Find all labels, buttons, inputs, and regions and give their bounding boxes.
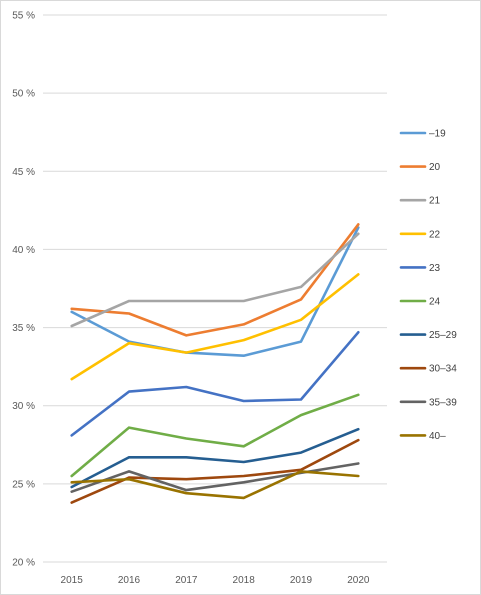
- series-line-5: [70, 330, 360, 437]
- series-lines: [70, 223, 360, 504]
- x-tick-label: 2018: [233, 575, 256, 586]
- legend-label: 35–39: [429, 397, 457, 408]
- x-axis-ticks: 2015 2016 2017 2018 2019 2020: [61, 575, 370, 586]
- series-line-7: [70, 427, 360, 489]
- series-line-2: [70, 223, 360, 337]
- x-tick-label: 2015: [61, 575, 84, 586]
- legend-label: 30–34: [429, 364, 457, 375]
- legend-label: 23: [429, 263, 441, 274]
- legend-label: –19: [429, 129, 446, 140]
- y-tick-label: 40 %: [12, 245, 35, 256]
- series-line-3: [70, 232, 360, 328]
- x-tick-label: 2019: [290, 575, 313, 586]
- series-line-1: [70, 226, 360, 358]
- series-line-8: [70, 438, 360, 504]
- series-line-4: [70, 273, 360, 381]
- y-tick-label: 25 %: [12, 479, 35, 490]
- legend-label: 25–29: [429, 330, 457, 341]
- y-tick-label: 35 %: [12, 323, 35, 334]
- legend-label: 24: [429, 297, 441, 308]
- x-tick-label: 2020: [347, 575, 370, 586]
- legend: –19 20 21 22 23 24 25–29 30–34 35–39 40–: [399, 129, 457, 442]
- legend-label: 20: [429, 162, 441, 173]
- legend-label: 21: [429, 196, 441, 207]
- y-tick-label: 45 %: [12, 167, 35, 178]
- y-axis-ticks: 20 % 25 % 30 % 35 % 40 % 45 % 50 % 55 %: [12, 11, 35, 569]
- y-tick-label: 55 %: [12, 11, 35, 22]
- x-tick-label: 2017: [175, 575, 198, 586]
- y-tick-label: 50 %: [12, 89, 35, 100]
- y-tick-label: 20 %: [12, 558, 35, 569]
- x-tick-label: 2016: [118, 575, 141, 586]
- series-line-10: [70, 470, 360, 500]
- legend-label: 40–: [429, 431, 446, 442]
- legend-label: 22: [429, 229, 441, 240]
- y-tick-label: 30 %: [12, 401, 35, 412]
- series-line-6: [70, 393, 360, 478]
